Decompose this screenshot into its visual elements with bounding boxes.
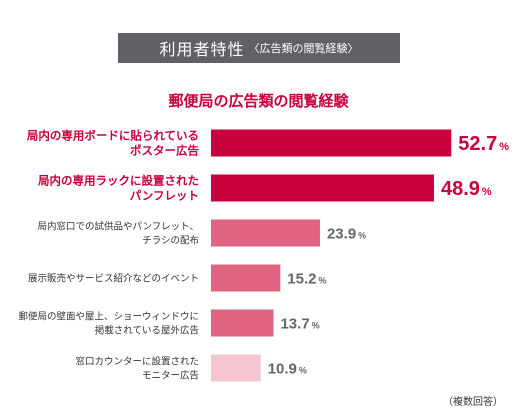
bar-4 — [211, 264, 281, 292]
chart-title: 郵便局の広告類の閲覧経験 — [168, 92, 349, 110]
category-label-4: 展示販売やサービス紹介などのイベント — [28, 272, 199, 284]
value-label-1: 52.7% — [458, 133, 509, 155]
category-label-3: 局内窓口での試供品やパンフレット、チラシの配布 — [37, 220, 199, 246]
bar-5 — [211, 309, 274, 337]
category-label-1: 局内の専用ボードに貼られているポスター広告 — [26, 129, 200, 158]
category-label-6: 窓口カウンターに設置されたモニター広告 — [75, 355, 199, 381]
value-label-2: 48.9% — [441, 178, 492, 200]
value-label-5: 13.7% — [280, 315, 319, 332]
value-label-3: 23.9% — [327, 225, 366, 242]
value-label-4: 15.2% — [287, 270, 326, 287]
section-header: 利用者特性 〈広告類の閲覧経験〉 — [118, 33, 400, 63]
bar-6 — [211, 354, 261, 382]
header-title: 利用者特性 — [159, 40, 245, 59]
category-label-5: 郵便局の壁面や屋上、ショーウィンドウに掲載されている屋外広告 — [18, 310, 199, 336]
bar-3 — [211, 219, 320, 247]
value-label-6: 10.9% — [268, 360, 307, 377]
category-label-2: 局内の専用ラックに設置されたパンフレット — [37, 174, 199, 203]
bar-1 — [211, 129, 452, 157]
multiple-answer-note: （複数回答） — [443, 397, 503, 408]
header-subtitle: 〈広告類の閲覧経験〉 — [248, 42, 359, 55]
bar-2 — [211, 174, 434, 202]
